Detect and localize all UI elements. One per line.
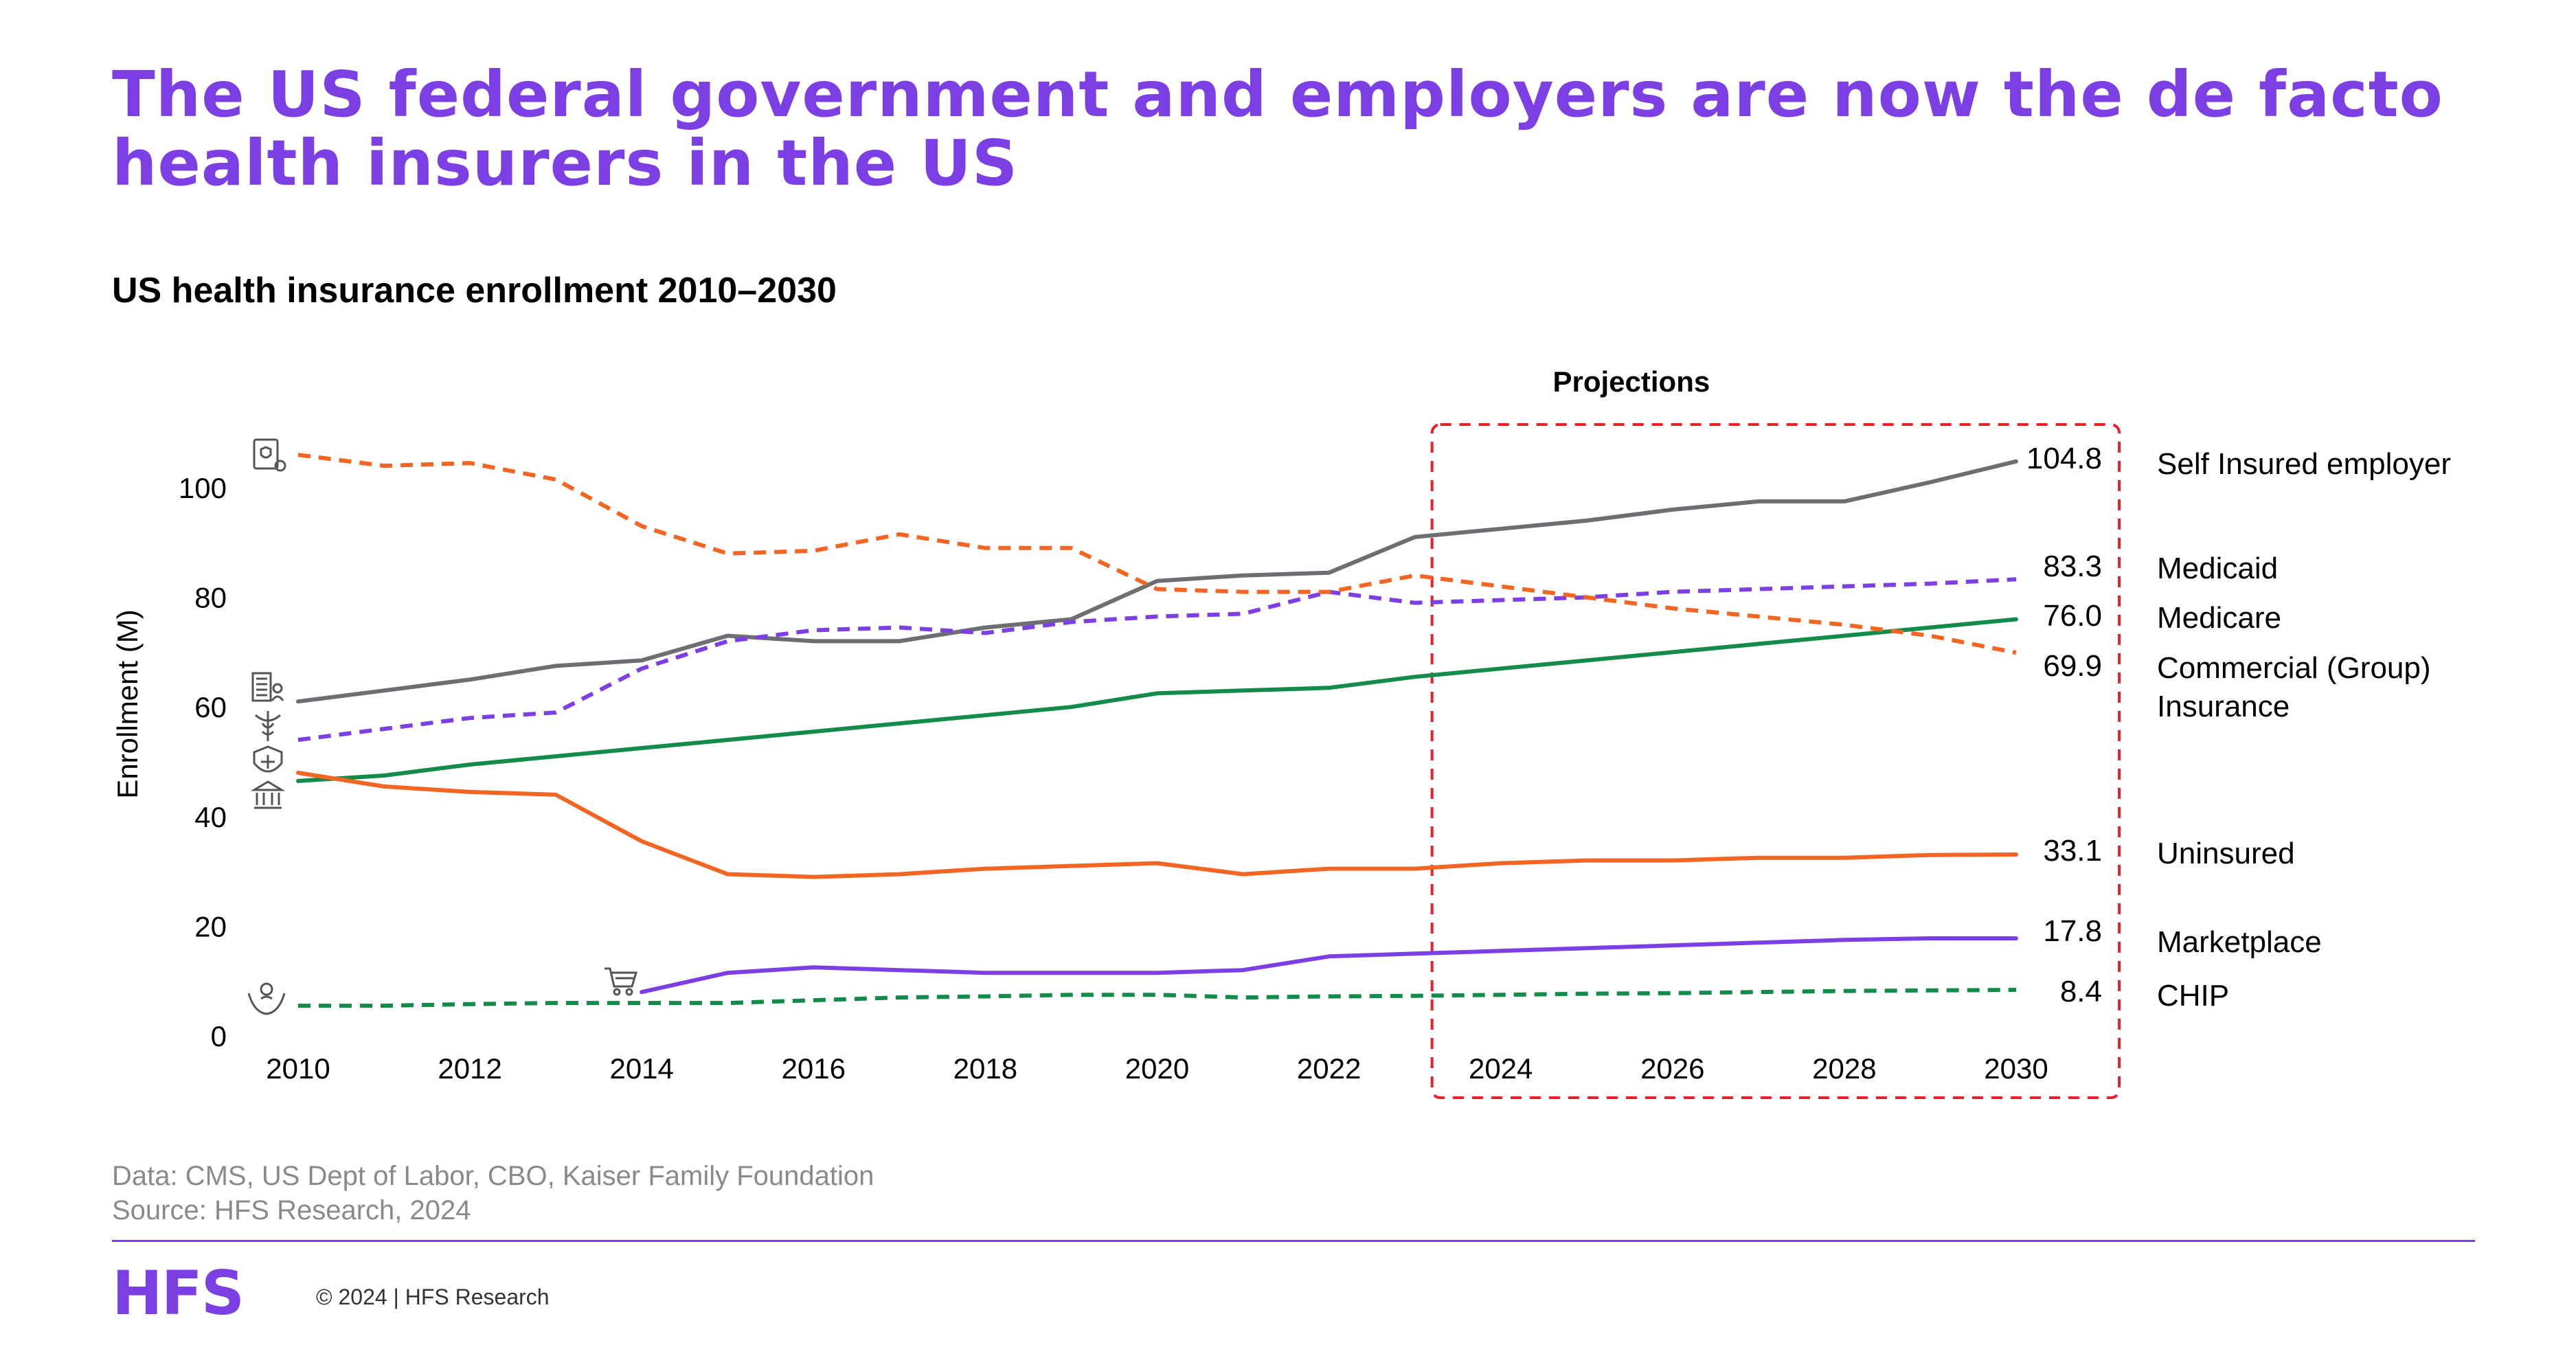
series-line-medicare <box>296 617 2018 783</box>
projection-box <box>1430 423 2121 1099</box>
end-value-label: 17.8 <box>2043 914 2102 948</box>
series-name-label: Commercial (Group) Insurance <box>2157 651 2431 723</box>
data-source-note: Data: CMS, US Dept of Labor, CBO, Kaiser… <box>112 1161 874 1191</box>
series-line-chip <box>298 988 2017 1008</box>
y-tick-label: 20 <box>194 910 227 942</box>
end-value-label: 8.4 <box>2060 975 2102 1008</box>
end-value-label: 83.3 <box>2043 550 2102 583</box>
x-tick-label: 2024 <box>1469 1052 1533 1085</box>
building-people-icon <box>251 672 284 702</box>
series-line-self-insured-employer <box>296 459 2018 704</box>
caduceus-icon <box>255 711 281 741</box>
x-tick-label: 2028 <box>1812 1052 1876 1085</box>
enrollment-line-chart: Projections 2010 2012 2014 2016 2018 2020 2022… <box>111 365 2451 1099</box>
end-value-label: 69.9 <box>2043 649 2102 683</box>
series-line-marketplace <box>640 936 2018 995</box>
x-tick-label: 2020 <box>1125 1052 1189 1085</box>
end-value-label: 76.0 <box>2043 599 2102 633</box>
x-tick-label: 2012 <box>438 1052 501 1085</box>
y-tick-label: 60 <box>194 691 227 723</box>
series-line-uninsured <box>296 771 2018 879</box>
research-source-note: Source: HFS Research, 2024 <box>112 1195 471 1225</box>
projection-label: Projections <box>1552 365 1710 398</box>
x-tick-label: 2026 <box>1640 1052 1704 1085</box>
series-line-commercial-group-insurance <box>297 453 2017 655</box>
series-name-label: Self Insured employer <box>2157 447 2451 481</box>
shopping-cart-icon <box>605 967 638 996</box>
x-tick-label: 2022 <box>1297 1052 1361 1085</box>
x-tick-label: 2014 <box>609 1052 673 1085</box>
shield-document-icon <box>253 438 286 472</box>
x-tick-label: 2016 <box>782 1052 846 1085</box>
series-name-label: Uninsured <box>2157 837 2295 870</box>
y-tick-label: 100 <box>179 472 227 504</box>
x-tick-label: 2010 <box>266 1052 330 1085</box>
copyright-text: © 2024 | HFS Research <box>316 1285 550 1309</box>
y-tick-label: 0 <box>211 1020 227 1052</box>
child-hands-icon <box>247 982 286 1015</box>
series-name-label: CHIP <box>2157 979 2229 1013</box>
series-name-label: Marketplace <box>2157 925 2322 959</box>
series-name-label: Medicare <box>2157 601 2281 635</box>
y-tick-label: 80 <box>194 582 227 614</box>
headline: The US federal government and employers … <box>112 58 2443 200</box>
end-value-label: 104.8 <box>2026 442 2102 475</box>
medical-shield-icon <box>253 745 283 773</box>
hfs-logo: HFS <box>112 1258 245 1329</box>
y-axis-label: Enrollment (M) <box>111 609 144 798</box>
x-tick-label: 2030 <box>1984 1052 2048 1085</box>
x-tick-label: 2018 <box>953 1052 1017 1085</box>
chart-title: US health insurance enrollment 2010–2030 <box>112 271 837 310</box>
series-name-label: Medicaid <box>2157 552 2278 585</box>
bank-icon <box>250 780 286 809</box>
y-tick-label: 40 <box>194 801 227 833</box>
end-value-label: 33.1 <box>2043 834 2102 868</box>
series-line-medicaid <box>297 577 2017 743</box>
footer-divider <box>112 1240 2475 1242</box>
